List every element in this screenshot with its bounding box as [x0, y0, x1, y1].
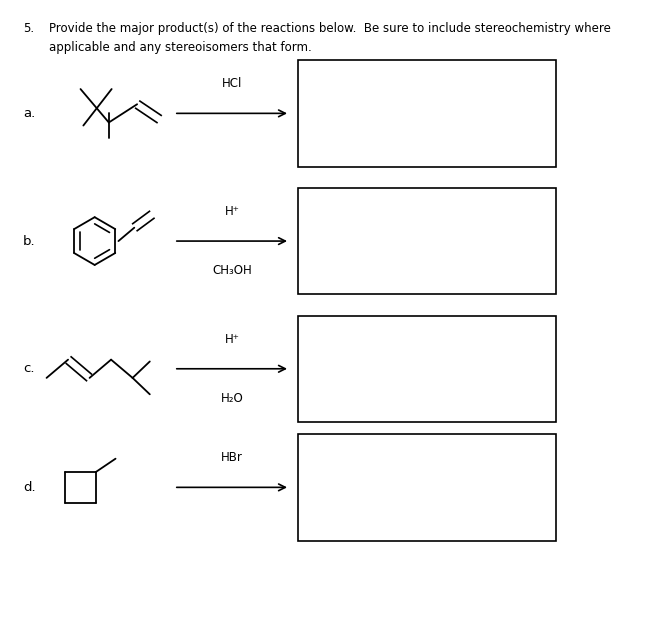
Text: HCl: HCl — [221, 77, 242, 90]
Text: a.: a. — [23, 107, 35, 120]
Text: d.: d. — [23, 481, 35, 494]
Text: 5.: 5. — [23, 22, 34, 35]
Bar — [299, 60, 556, 167]
Bar — [299, 315, 556, 422]
Text: HBr: HBr — [221, 451, 243, 464]
Text: H⁺: H⁺ — [225, 205, 239, 218]
Text: CH₃OH: CH₃OH — [212, 264, 252, 277]
Bar — [299, 188, 556, 294]
Text: H⁺: H⁺ — [225, 333, 239, 346]
Text: Provide the major product(s) of the reactions below.  Be sure to include stereoc: Provide the major product(s) of the reac… — [49, 22, 611, 54]
Text: H₂O: H₂O — [221, 392, 243, 405]
Bar — [299, 434, 556, 541]
Text: b.: b. — [23, 234, 35, 248]
Text: c.: c. — [23, 362, 35, 375]
